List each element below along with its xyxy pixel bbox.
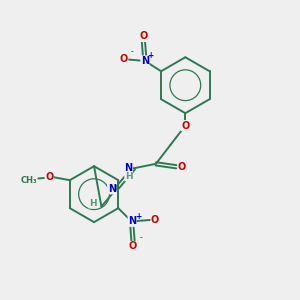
Text: N: N (128, 216, 136, 226)
Text: +: + (135, 212, 141, 220)
Text: O: O (45, 172, 53, 182)
Text: N: N (141, 56, 149, 66)
Text: N: N (124, 163, 133, 173)
Text: O: O (178, 162, 186, 172)
Text: O: O (151, 215, 159, 225)
Text: O: O (181, 121, 190, 130)
Text: O: O (120, 55, 128, 64)
Text: O: O (129, 242, 137, 251)
Text: H: H (89, 199, 96, 208)
Text: -: - (140, 233, 142, 242)
Text: H: H (125, 172, 132, 181)
Text: -: - (130, 47, 133, 56)
Text: N: N (108, 184, 116, 194)
Text: CH₃: CH₃ (21, 176, 37, 185)
Text: O: O (139, 32, 148, 41)
Text: +: + (147, 51, 153, 60)
